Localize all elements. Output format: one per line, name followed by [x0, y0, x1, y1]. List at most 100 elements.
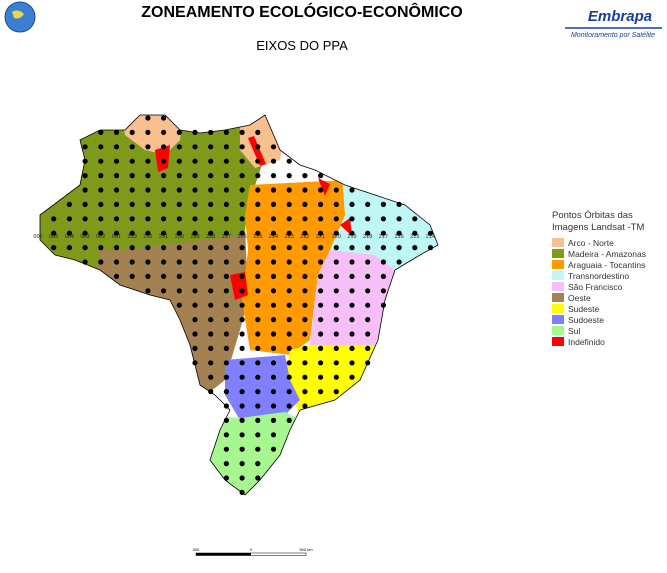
- orbit-point: [239, 489, 245, 495]
- orbit-point: [333, 360, 339, 366]
- orbit-point: [161, 187, 167, 193]
- orbit-point: [208, 317, 214, 323]
- orbit-point: [302, 288, 308, 294]
- path-label: 228: [206, 234, 215, 240]
- orbit-point: [82, 158, 88, 164]
- orbit-point: [318, 288, 324, 294]
- orbit-point: [176, 230, 182, 236]
- orbit-point: [208, 302, 214, 308]
- orbit-point: [349, 259, 355, 265]
- orbit-point: [380, 259, 386, 265]
- legend-label: Sul: [568, 326, 580, 336]
- orbit-point: [223, 129, 229, 135]
- path-label: 224: [269, 234, 278, 240]
- legend-swatch: [552, 304, 564, 313]
- legend-label: São Francisco: [568, 282, 623, 292]
- orbit-point: [161, 158, 167, 164]
- orbit-point: [176, 288, 182, 294]
- region: [230, 272, 248, 300]
- orbit-point: [239, 216, 245, 222]
- legend-title: Imagens Landsat -TM: [552, 222, 644, 233]
- orbit-point: [113, 230, 120, 236]
- orbit-point: [255, 331, 261, 337]
- orbit-point: [286, 173, 292, 179]
- orbit-point: [113, 259, 120, 265]
- orbit-point: [239, 475, 245, 481]
- orbit-point: [333, 230, 339, 236]
- orbit-point: [145, 216, 151, 222]
- orbit-point: [380, 302, 386, 308]
- orbit-point: [223, 230, 229, 236]
- orbit-point: [270, 345, 277, 351]
- orbit-point: [396, 216, 402, 222]
- orbit-point: [113, 187, 120, 193]
- orbit-point: [302, 389, 308, 395]
- title: ZONEAMENTO ECOLÓGICO-ECONÔMICO: [141, 2, 462, 21]
- orbit-point: [82, 201, 88, 207]
- orbit-point: [192, 216, 198, 222]
- orbit-point: [396, 245, 402, 251]
- orbit-point: [365, 288, 371, 294]
- orbit-point: [255, 201, 261, 207]
- orbit-point: [223, 360, 229, 366]
- orbit-point: [302, 360, 308, 366]
- orbit-point: [239, 230, 245, 236]
- path-label: 222: [300, 234, 309, 240]
- orbit-point: [318, 216, 324, 222]
- orbit-point: [365, 273, 371, 279]
- orbit-point: [286, 245, 292, 251]
- path-label: 220: [332, 234, 341, 240]
- orbit-point: [192, 273, 198, 279]
- path-label: 233: [128, 234, 137, 240]
- path-labels: 006 005 004 003 002 001 233 232 231 230 229 228 227 2…: [33, 234, 435, 240]
- orbit-point: [192, 129, 198, 135]
- orbit-point: [51, 245, 57, 251]
- orbit-point: [192, 288, 198, 294]
- orbit-point: [302, 317, 308, 323]
- legend-swatch: [552, 326, 564, 335]
- orbit-point: [427, 230, 434, 236]
- orbit-point: [302, 201, 308, 207]
- orbit-point: [82, 259, 88, 265]
- orbit-point: [255, 317, 261, 323]
- legend-swatch: [552, 249, 564, 258]
- orbit-point: [333, 374, 339, 380]
- orbit-point: [318, 173, 324, 179]
- path-label: 231: [159, 234, 168, 240]
- orbit-point: [302, 187, 308, 193]
- orbit-point: [176, 216, 182, 222]
- orbit-point: [270, 273, 277, 279]
- orbit-point: [98, 129, 104, 135]
- orbit-point: [223, 403, 229, 409]
- orbit-point: [255, 230, 261, 236]
- path-label: 218: [363, 234, 372, 240]
- orbit-point: [223, 158, 229, 164]
- orbit-point: [255, 389, 261, 395]
- orbit-point: [161, 288, 167, 294]
- region: [200, 412, 300, 495]
- orbit-point: [302, 245, 308, 251]
- orbit-point: [270, 374, 277, 380]
- orbit-point: [239, 288, 245, 294]
- orbit-point: [318, 302, 324, 308]
- orbit-point: [113, 173, 120, 179]
- orbit-point: [333, 201, 339, 207]
- orbit-point: [365, 331, 371, 337]
- globe-logo-mark: [12, 10, 24, 19]
- orbit-point: [82, 187, 88, 193]
- path-label: 002: [96, 234, 105, 240]
- orbit-point: [349, 273, 355, 279]
- orbit-point: [113, 129, 120, 135]
- orbit-point: [349, 230, 355, 236]
- orbit-point: [333, 245, 339, 251]
- path-label: 232: [143, 234, 152, 240]
- path-label: 006: [33, 234, 42, 240]
- orbit-point: [239, 187, 245, 193]
- orbit-point: [223, 259, 229, 265]
- orbit-point: [365, 317, 371, 323]
- orbit-point: [223, 216, 229, 222]
- orbit-point: [129, 273, 135, 279]
- orbit-point: [302, 345, 308, 351]
- orbit-point: [270, 230, 277, 236]
- orbit-point: [208, 389, 214, 395]
